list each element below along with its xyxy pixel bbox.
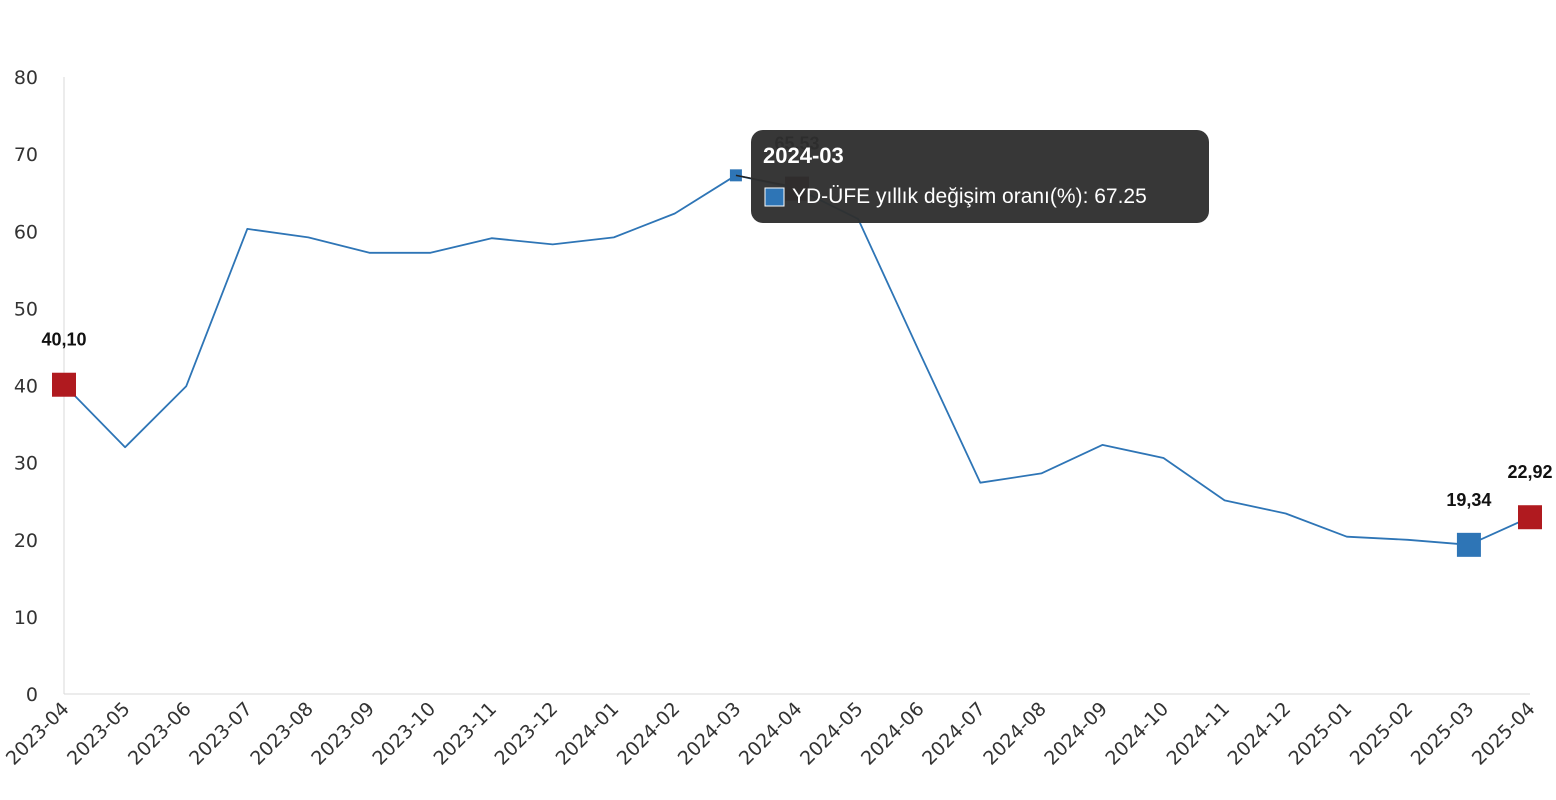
y-tick-label: 70 (14, 144, 38, 166)
x-tick-label: 2024-08 (979, 698, 1051, 770)
tooltip-value: 67.25 (1094, 185, 1147, 208)
x-tick-label: 2024-04 (735, 698, 807, 770)
tooltip-title: 2024-03 (763, 143, 844, 168)
series-line (63, 174, 1531, 546)
x-tick-label: 2023-10 (368, 698, 440, 770)
x-tick-label: 2023-11 (429, 698, 501, 770)
x-tick-label: 2024-03 (674, 698, 746, 770)
x-tick-label: 2023-12 (491, 698, 563, 770)
y-tick-label: 20 (14, 530, 38, 552)
x-tick-label: 2024-07 (918, 698, 990, 770)
y-axis: 0 10 20 30 40 50 60 70 80 (14, 67, 65, 706)
x-axis: 2023-042023-052023-062023-072023-082023-… (2, 693, 1540, 770)
y-tick-label: 30 (14, 453, 38, 475)
tooltip-background (751, 130, 1209, 223)
tooltip-series-swatch (764, 187, 785, 207)
tooltip-series-name: YD-ÜFE yıllık değişim oranı(%) (792, 185, 1083, 208)
x-tick-label: 2024-09 (1040, 698, 1112, 770)
x-tick-label: 2023-05 (63, 698, 135, 770)
data-label: 19,34 (1446, 490, 1491, 510)
x-tick-label: 2023-08 (246, 698, 318, 770)
x-tick-label: 2023-06 (124, 698, 196, 770)
x-tick-label: 2025-03 (1407, 698, 1479, 770)
x-tick-label: 2023-04 (2, 698, 74, 770)
tooltip: 2024-03 YD-ÜFE yıllık değişim oranı(%): … (751, 130, 1209, 223)
x-tick-label: 2024-06 (857, 698, 929, 770)
y-tick-label: 10 (14, 607, 38, 629)
series-layer (63, 174, 1531, 546)
y-tick-label: 50 (14, 298, 38, 320)
data-label: 22,92 (1507, 462, 1552, 482)
x-tick-label: 2024-11 (1162, 698, 1234, 770)
y-tick-label: 60 (14, 221, 38, 243)
x-tick-label: 2023-09 (307, 698, 379, 770)
data-point-marker[interactable] (52, 372, 76, 397)
data-point-marker[interactable] (1518, 505, 1542, 530)
x-tick-label: 2025-02 (1346, 698, 1418, 770)
y-tick-label: 0 (26, 684, 38, 706)
x-tick-label: 2025-04 (1468, 698, 1540, 770)
data-point-marker[interactable] (1456, 532, 1481, 557)
y-tick-label: 80 (14, 67, 38, 89)
x-tick-label: 2023-07 (185, 698, 257, 770)
x-tick-label: 2024-10 (1101, 698, 1173, 770)
tooltip-separator: : (1083, 185, 1095, 208)
marker-layer (52, 169, 1542, 557)
data-label: 40,10 (41, 330, 86, 350)
x-tick-label: 2024-12 (1224, 698, 1296, 770)
tooltip-text: YD-ÜFE yıllık değişim oranı(%): 67.25 (792, 185, 1147, 208)
y-tick-label: 40 (14, 376, 38, 398)
x-tick-label: 2024-02 (613, 698, 685, 770)
x-tick-label: 2025-01 (1285, 698, 1357, 770)
x-tick-label: 2024-05 (796, 698, 868, 770)
x-tick-label: 2024-01 (552, 698, 624, 770)
